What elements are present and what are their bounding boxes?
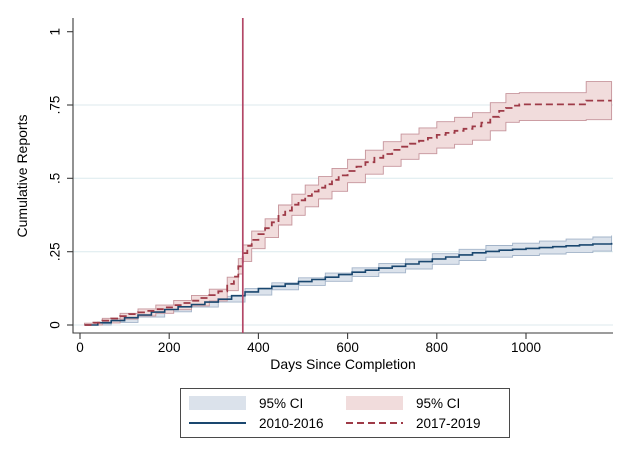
y-axis-title: Cumulative Reports — [14, 114, 30, 238]
ci-band-swatch-blue — [189, 396, 246, 410]
y-tick-label: .75 — [48, 96, 63, 115]
y-tick-label: 0 — [48, 321, 63, 329]
x-tick-label: 800 — [426, 340, 449, 355]
solid-line-swatch — [189, 422, 246, 424]
axes — [72, 18, 613, 334]
legend-label: 2010-2016 — [259, 415, 324, 431]
ci-band-swatch-pink — [346, 396, 403, 410]
x-tick-label: 1000 — [511, 340, 541, 355]
y-tick-label: 1 — [48, 28, 63, 36]
y-tick-label: .25 — [48, 242, 63, 261]
dashed-line-swatch — [346, 422, 403, 424]
line-2010-2016 — [84, 242, 613, 326]
x-axis-title: Days Since Completion — [270, 356, 416, 372]
y-tick-label: .5 — [48, 173, 63, 184]
line-2017-2019 — [84, 99, 612, 326]
ci-band-2017-2019 — [84, 81, 613, 326]
legend-label: 95% CI — [259, 395, 304, 411]
legend-entry-2010-2016: 2010-2016 — [189, 416, 346, 431]
legend: 95% CI 95% CI 2010-2016 2017-2019 — [180, 388, 510, 438]
legend-entry-ci-2010-2016: 95% CI — [189, 396, 346, 411]
legend-label: 2017-2019 — [416, 415, 481, 431]
x-tick-label: 400 — [247, 340, 270, 355]
x-tick-label: 0 — [76, 340, 84, 355]
x-tick-label: 600 — [336, 340, 359, 355]
legend-entry-2017-2019: 2017-2019 — [346, 416, 503, 431]
legend-entry-ci-2017-2019: 95% CI — [346, 396, 503, 411]
legend-label: 95% CI — [416, 395, 461, 411]
x-tick-label: 200 — [158, 340, 181, 355]
